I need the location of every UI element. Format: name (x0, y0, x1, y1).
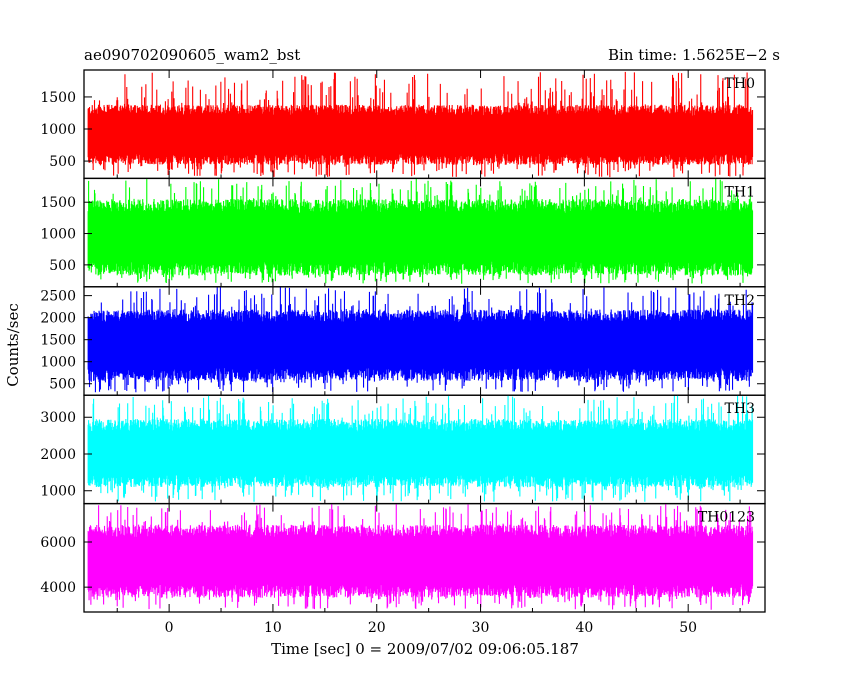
y-tick-label: 1000 (40, 122, 76, 138)
panels-group: 50010001500TH050010001500TH1500100015002… (40, 69, 766, 636)
series-th2-band (88, 324, 753, 367)
series-label-th3: TH3 (725, 401, 755, 417)
y-tick-label: 1000 (40, 355, 76, 371)
x-tick-label: 0 (165, 620, 174, 636)
x-tick-label: 50 (679, 620, 697, 636)
panel-th0123: 4000 6000 TH0123 (40, 502, 766, 613)
x-tick-label: 10 (264, 620, 282, 636)
y-tick-label: 1000 (40, 484, 76, 500)
y-tick-label: 6000 (40, 535, 76, 551)
x-tick-label: 30 (472, 620, 490, 636)
series-th3-band (88, 433, 753, 474)
panel-th1: 500 1000 1500 TH1 (40, 177, 766, 288)
y-tick-label: 1500 (40, 195, 76, 211)
y-tick-label: 500 (49, 258, 76, 274)
plot-title-right: Bin time: 1.5625E−2 s (608, 46, 780, 64)
y-tick-label: 500 (49, 377, 76, 393)
y-tick-label: 1000 (40, 227, 76, 243)
y-tick-label: 500 (49, 154, 76, 170)
series-label-th0123: TH0123 (698, 510, 755, 526)
y-tick-label: 2000 (40, 311, 76, 327)
y-tick-label: 4000 (40, 580, 76, 596)
panel-th3: 1000 2000 3000 TH3 (40, 394, 766, 505)
y-axis-label: Counts/sec (4, 303, 22, 387)
x-axis-label: Time [sec] 0 = 2009/07/02 09:06:05.187 (271, 640, 579, 658)
y-tick-label: 1500 (40, 90, 76, 106)
series-th0123-band (88, 539, 753, 583)
plot-title-left: ae090702090605_wam2_bst (84, 46, 300, 64)
y-tick-label: 3000 (40, 410, 76, 426)
x-tick-label: 40 (575, 620, 593, 636)
series-label-th1: TH1 (725, 184, 755, 200)
y-tick-label: 2000 (40, 447, 76, 463)
y-tick-label: 2500 (40, 289, 76, 305)
panel-th0: 500 1000 1500 TH0 (40, 69, 766, 180)
series-th1-band (88, 214, 753, 260)
series-th0-band (88, 117, 753, 153)
panel-th2: 500 1000 1500 2000 2500 TH2 (40, 286, 766, 396)
panel-frame (83, 502, 766, 613)
x-tick-label: 20 (368, 620, 386, 636)
series-label-th2: TH2 (725, 293, 755, 309)
y-tick-label: 1500 (40, 333, 76, 349)
series-label-th0: TH0 (725, 76, 755, 92)
